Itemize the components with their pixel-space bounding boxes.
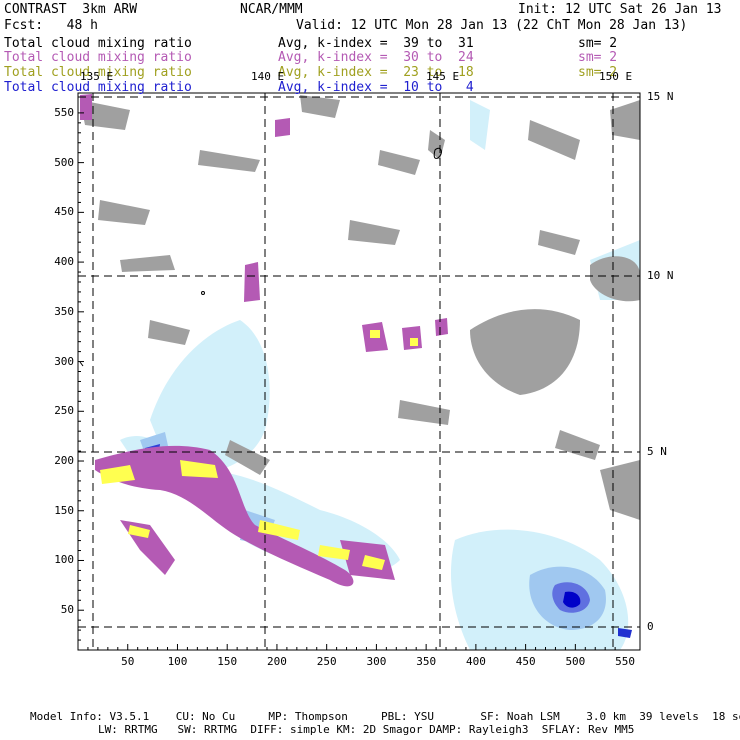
x-tick-label: 200 bbox=[267, 655, 287, 668]
forecast-hour: Fcst: 48 h bbox=[4, 18, 98, 33]
y-tick-label: 50 bbox=[60, 603, 75, 617]
x-tick-label: 550 bbox=[615, 655, 636, 668]
y-tick-label: 300 bbox=[54, 354, 75, 368]
x-tick-label: 150 bbox=[217, 655, 238, 668]
field-1-desc: Avg, k-index = 39 to 31 bbox=[278, 36, 474, 51]
lon-label-150e: 150 E bbox=[599, 70, 633, 83]
lat-label-0: 0 bbox=[647, 620, 654, 633]
low-mid-cloud-shading bbox=[100, 330, 418, 570]
model-info-line1: Model Info: V3.5.1 CU: No Cu MP: Thompso… bbox=[30, 710, 740, 723]
field-3-desc: Avg, k-index = 23 to 18 bbox=[278, 65, 474, 80]
lat-label-10n: 10 N bbox=[647, 269, 674, 282]
field-1-name: Total cloud mixing ratio bbox=[4, 36, 192, 51]
y-tick-label: 100 bbox=[54, 553, 75, 567]
y-tick-label: 400 bbox=[54, 255, 75, 269]
lon-label-145e: 145 E bbox=[426, 70, 460, 83]
y-tick-label: 250 bbox=[54, 404, 75, 418]
field-4-name: Total cloud mixing ratio bbox=[4, 80, 192, 95]
x-axis-ticks bbox=[87, 644, 616, 650]
y-tick-label: 350 bbox=[54, 304, 75, 318]
lat-label-5n: 5 N bbox=[647, 445, 667, 458]
x-tick-label: 100 bbox=[167, 655, 188, 668]
valid-time: Valid: 12 UTC Mon 28 Jan 13 (22 ChT Mon … bbox=[296, 18, 688, 33]
field-4-desc: Avg, k-index = 10 to 4 bbox=[278, 80, 474, 95]
field-2-sm: sm= 2 bbox=[578, 50, 618, 65]
y-axis-ticks bbox=[78, 112, 84, 651]
lat-label-15n: 15 N bbox=[647, 90, 674, 103]
x-tick-label: 300 bbox=[366, 655, 387, 668]
latlon-grid bbox=[78, 93, 640, 650]
field-1-sm: sm= 2 bbox=[578, 36, 618, 51]
field-2-name: Total cloud mixing ratio bbox=[4, 50, 192, 65]
x-tick-label: 250 bbox=[316, 655, 337, 668]
init-time: Init: 12 UTC Sat 26 Jan 13 bbox=[518, 2, 722, 17]
y-tick-label: 150 bbox=[54, 503, 75, 517]
field-3-sm: sm= 2 bbox=[578, 65, 618, 80]
field-3-name: Total cloud mixing ratio bbox=[4, 65, 192, 80]
x-tick-label: 400 bbox=[465, 655, 486, 668]
coastlines bbox=[79, 147, 442, 367]
lon-label-140e: 140 E bbox=[251, 70, 285, 83]
y-tick-label: 200 bbox=[54, 454, 75, 468]
field-2-desc: Avg, k-index = 30 to 24 bbox=[278, 50, 474, 65]
model-title: CONTRAST 3km ARW bbox=[4, 2, 138, 17]
x-tick-label: 450 bbox=[515, 655, 536, 668]
model-info-line2: LW: RRTMG SW: RRTMG DIFF: simple KM: 2D … bbox=[98, 723, 635, 736]
y-tick-label: 550 bbox=[54, 105, 75, 119]
y-tick-label: 450 bbox=[54, 205, 75, 219]
lon-label-135e: 135 E bbox=[80, 70, 114, 83]
x-tick-label: 50 bbox=[121, 655, 135, 668]
y-tick-label: 500 bbox=[54, 155, 75, 169]
x-tick-label: 500 bbox=[565, 655, 586, 668]
center-label: NCAR/MMM bbox=[240, 2, 303, 17]
low-cloud-dark-shading bbox=[145, 444, 632, 638]
x-tick-label: 350 bbox=[416, 655, 437, 668]
